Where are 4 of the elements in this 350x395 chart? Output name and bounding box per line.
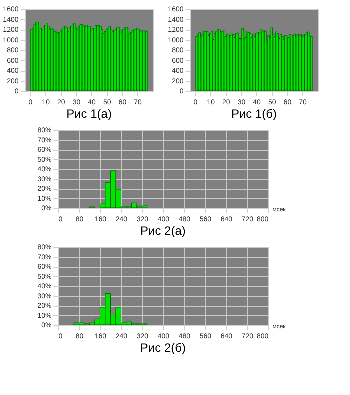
text: Рис 2(б) — [140, 341, 186, 355]
text: Рис 1(б) — [231, 107, 278, 121]
text: Рис 1(а) — [66, 107, 112, 121]
text: Рис 2(а) — [140, 224, 186, 238]
